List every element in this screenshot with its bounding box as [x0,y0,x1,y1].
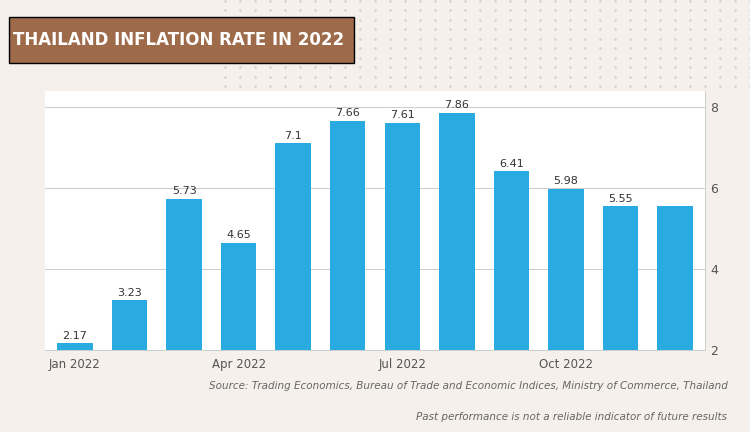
Text: 7.1: 7.1 [284,131,302,141]
Text: 6.41: 6.41 [499,159,523,169]
Bar [330,121,365,350]
Bar [57,343,93,350]
Text: 5.98: 5.98 [554,176,578,186]
Text: THAILAND INFLATION RATE IN 2022: THAILAND INFLATION RATE IN 2022 [13,31,344,49]
Text: 5.55: 5.55 [608,194,633,204]
Bar [385,123,420,350]
Bar [494,172,529,350]
Text: Past performance is not a reliable indicator of future results: Past performance is not a reliable indic… [416,413,728,422]
Text: Source: Trading Economics, Bureau of Trade and Economic Indices, Ministry of Com: Source: Trading Economics, Bureau of Tra… [209,381,728,391]
Bar [548,189,584,350]
Text: 7.61: 7.61 [390,110,415,120]
Bar [275,143,311,350]
Bar [112,300,147,350]
Bar [439,113,475,350]
Bar [221,243,256,350]
Text: 4.65: 4.65 [226,230,251,240]
Bar [657,206,693,350]
Text: 7.86: 7.86 [445,100,470,110]
Bar [166,199,202,350]
Text: 2.17: 2.17 [62,330,88,340]
Text: 5.73: 5.73 [172,187,196,197]
Bar [603,206,638,350]
Text: 3.23: 3.23 [117,288,142,298]
Text: 7.66: 7.66 [335,108,360,118]
FancyBboxPatch shape [9,17,354,63]
